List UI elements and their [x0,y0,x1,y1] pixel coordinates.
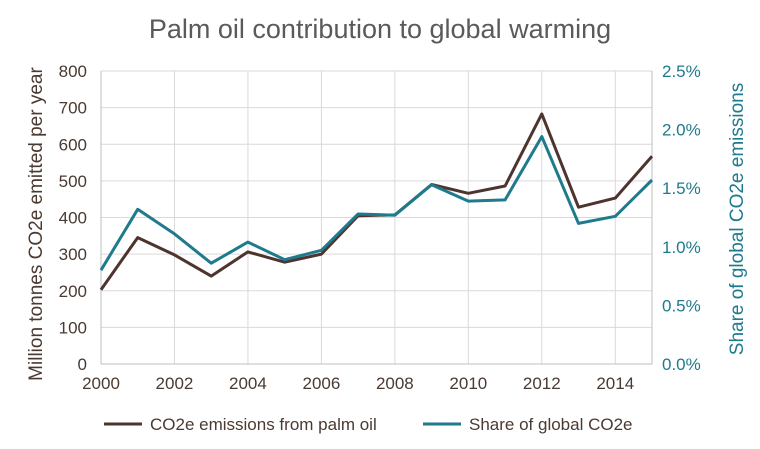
x-tick-label-2: 2004 [229,374,267,393]
y-left-tick-label-5: 500 [59,172,87,191]
x-tick-label-3: 2006 [302,374,340,393]
y-left-tick-label-4: 400 [59,209,87,228]
y-right-tick-label-5: 2.5% [662,62,701,81]
chart-title: Palm oil contribution to global warming [149,14,611,44]
y-right-tick-label-4: 2.0% [662,121,701,140]
x-tick-label-4: 2008 [376,374,414,393]
y-left-tick-label-3: 300 [59,245,87,264]
series-line-1 [99,135,654,271]
legend-label-palm-oil: CO2e emissions from palm oil [150,415,377,434]
axes [100,71,653,365]
y-left-tick-label-0: 0 [78,355,87,374]
series-lines [99,112,654,291]
y-axis-left-ticks: 0 100 200 300 400 500 600 700 800 [59,62,87,374]
y-left-tick-label-6: 600 [59,135,87,154]
y-left-tick-label-1: 100 [59,318,87,337]
x-tick-label-1: 2002 [156,374,194,393]
y-axis-right-ticks: 0.0% 0.5% 1.0% 1.5% 2.0% 2.5% [662,62,701,374]
x-tick-label-0: 2000 [82,374,120,393]
y-right-tick-label-1: 0.5% [662,296,701,315]
x-tick-label-7: 2014 [596,374,634,393]
y-right-tick-label-0: 0.0% [662,355,701,374]
x-tick-label-5: 2010 [449,374,487,393]
legend: CO2e emissions from palm oil Share of gl… [104,415,633,434]
y-left-tick-label-8: 800 [59,62,87,81]
y-axis-left-label: Million tonnes CO2e emitted per year [26,67,47,381]
grid [101,70,652,364]
y-axis-right-label: Share of global CO2e emissions [727,83,748,355]
y-right-tick-label-2: 1.0% [662,238,701,257]
y-left-tick-label-2: 200 [59,282,87,301]
y-left-tick-label-7: 700 [59,99,87,118]
legend-label-share: Share of global CO2e [469,415,633,434]
x-tick-label-6: 2012 [523,374,561,393]
x-axis-ticks: 2000 2002 2004 2006 2008 2010 2012 2014 [82,374,634,393]
y-right-tick-label-3: 1.5% [662,179,701,198]
